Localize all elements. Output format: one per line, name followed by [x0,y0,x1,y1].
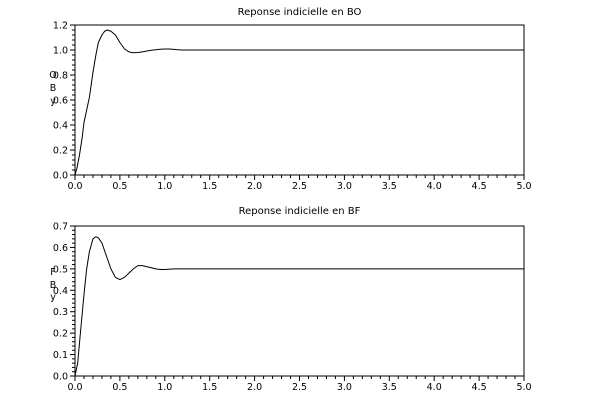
x-tick-label: 0.5 [112,181,127,192]
x-tick-label: 3.0 [337,181,352,192]
x-tick-label: 5.0 [516,181,531,192]
x-tick-label: 2.0 [247,382,262,393]
x-tick-label: 1.5 [202,181,217,192]
x-tick-label: 0.5 [112,382,127,393]
x-tick-label: 4.5 [472,382,487,393]
y-tick-label: 0.4 [53,286,68,297]
y-tick-label: 0.5 [53,264,68,275]
y-tick-label: 1.0 [53,46,68,57]
x-tick-label: 1.0 [157,181,172,192]
series-line [74,29,524,176]
y-tick-label: 0.4 [53,121,68,132]
y-axis-label-char: O [49,70,56,81]
y-tick-label: 0.6 [53,96,68,107]
x-tick-label: 2.5 [292,181,307,192]
chart-title: Reponse indicielle en BO [238,7,362,18]
y-tick-label: 0.0 [53,171,68,182]
x-tick-label: 5.0 [516,382,531,393]
bottom-panel: Reponse indicielle en BF 0.0 0.5 1.0 1.5 2.0 2… [50,206,532,393]
y-tick-label: 0.3 [53,307,68,318]
plot-frame [74,24,525,176]
y-axis-label-char: y [50,292,56,303]
x-tick-label: 2.5 [292,382,307,393]
x-tick-label: 4.0 [427,181,442,192]
y-axis-label-char: F [50,267,55,278]
series-line [74,236,524,377]
y-tick-label: 0.2 [53,146,68,157]
x-tick-label: 3.5 [382,181,397,192]
y-axis-label-char: B [50,83,57,94]
x-tick-label: 0.0 [67,181,82,192]
x-tick-label: 4.0 [427,382,442,393]
y-tick-label: 0.7 [53,222,68,233]
y-axis-label-char: B [50,280,57,291]
y-tick-label: 0.8 [53,71,68,82]
x-tick-label: 0.0 [67,382,82,393]
chart-title: Reponse indicielle en BF [239,206,361,217]
x-tick-label: 2.0 [247,181,262,192]
x-tick-label: 4.5 [472,181,487,192]
y-tick-label: 1.2 [53,21,68,32]
x-tick-label: 1.5 [202,382,217,393]
y-tick-label: 0.1 [53,350,68,361]
y-tick-label: 0.6 [53,243,68,254]
x-tick-label: 3.5 [382,382,397,393]
top-panel: Reponse indicielle en BO 0.0 0.5 1.0 1.5 2.0 2… [49,7,531,192]
y-axis-label-char: y [50,96,56,107]
x-tick-label: 1.0 [157,382,172,393]
x-tick-label: 3.0 [337,382,352,393]
plot-frame [74,225,525,377]
y-tick-label: 0.0 [53,372,68,383]
y-tick-label: 0.2 [53,329,68,340]
